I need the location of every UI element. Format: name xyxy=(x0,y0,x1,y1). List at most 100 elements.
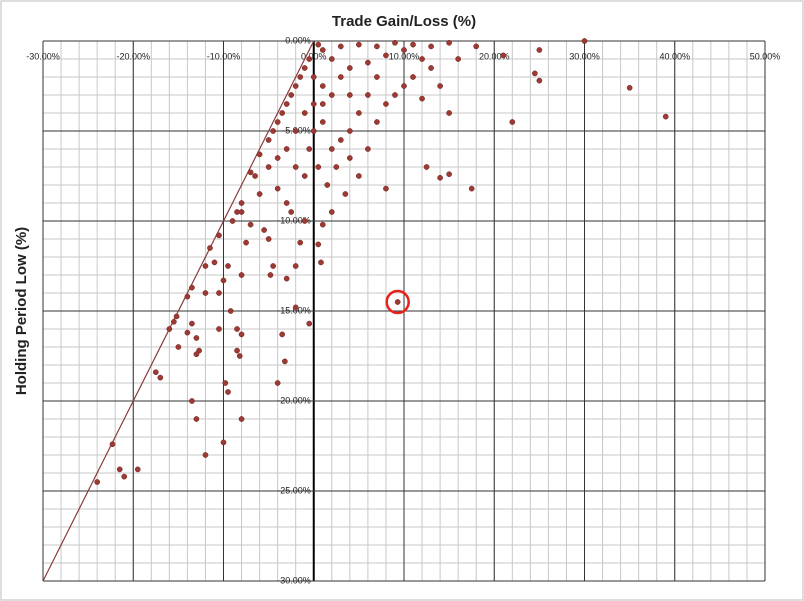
point xyxy=(446,110,452,116)
point xyxy=(193,335,200,341)
y-tick-label: -25.00% xyxy=(277,485,311,495)
point xyxy=(306,56,313,62)
point xyxy=(428,43,434,50)
point xyxy=(283,200,290,206)
x-tick-label: 0.00% xyxy=(301,51,327,61)
point xyxy=(319,47,326,53)
x-tick-label: 40.00% xyxy=(659,51,690,61)
point xyxy=(401,83,407,89)
point xyxy=(238,209,245,215)
point xyxy=(337,137,344,143)
point xyxy=(347,92,353,98)
point xyxy=(333,164,340,170)
point xyxy=(342,191,349,197)
x-tick-label: 20.00% xyxy=(479,51,510,61)
point xyxy=(166,326,173,332)
point xyxy=(220,439,227,446)
point xyxy=(283,275,290,282)
point xyxy=(374,74,380,80)
point xyxy=(500,52,507,59)
x-tick-label: 30.00% xyxy=(569,51,600,61)
point xyxy=(109,441,116,448)
y-tick-label: -30.00% xyxy=(277,575,311,585)
point xyxy=(383,52,389,59)
point xyxy=(383,101,389,107)
point xyxy=(662,113,669,120)
point xyxy=(270,263,276,269)
point xyxy=(288,92,295,98)
point xyxy=(297,74,304,80)
point xyxy=(265,164,272,170)
point xyxy=(365,146,371,152)
point xyxy=(337,74,344,80)
point xyxy=(446,39,452,46)
point xyxy=(225,389,231,395)
point xyxy=(216,290,222,296)
point xyxy=(306,320,313,327)
point xyxy=(410,74,416,80)
point xyxy=(274,119,281,125)
point xyxy=(282,358,288,365)
point xyxy=(315,241,322,248)
point xyxy=(274,380,281,386)
point xyxy=(301,173,308,179)
point xyxy=(419,95,425,102)
point xyxy=(319,83,326,89)
point xyxy=(437,174,443,181)
point xyxy=(184,293,191,300)
point xyxy=(184,329,191,336)
point xyxy=(247,221,254,228)
point xyxy=(261,227,267,233)
reference-line xyxy=(42,40,315,582)
point xyxy=(356,41,362,48)
point xyxy=(318,259,324,266)
point xyxy=(337,43,344,50)
point xyxy=(189,320,195,327)
point xyxy=(394,299,401,305)
point xyxy=(328,92,335,98)
point xyxy=(189,398,195,404)
point xyxy=(202,290,209,296)
point xyxy=(374,119,380,125)
point xyxy=(238,331,245,338)
point xyxy=(319,119,326,125)
point xyxy=(419,56,425,62)
point xyxy=(310,74,317,80)
point xyxy=(256,191,263,197)
point xyxy=(243,239,249,246)
point xyxy=(238,272,245,278)
point xyxy=(347,128,353,134)
point xyxy=(347,155,353,161)
point xyxy=(626,84,633,91)
point xyxy=(265,137,272,143)
point xyxy=(283,146,290,152)
point xyxy=(292,128,299,134)
point xyxy=(292,263,299,269)
point xyxy=(423,164,430,170)
point xyxy=(288,209,295,215)
x-tick-label: -10.00% xyxy=(207,51,241,61)
point xyxy=(171,318,177,325)
point xyxy=(401,47,407,53)
point xyxy=(202,263,209,269)
point xyxy=(356,110,362,116)
point xyxy=(234,326,240,332)
point xyxy=(315,41,322,48)
point xyxy=(292,83,299,89)
point xyxy=(274,155,281,161)
point xyxy=(236,353,243,359)
point xyxy=(446,171,452,178)
point xyxy=(222,380,229,386)
point xyxy=(157,374,164,381)
point xyxy=(297,239,304,246)
y-tick-label: 0.00% xyxy=(285,35,311,45)
point xyxy=(392,92,398,98)
point xyxy=(428,65,434,71)
point xyxy=(437,83,443,89)
x-tick-label: 50.00% xyxy=(750,51,781,61)
point xyxy=(225,263,231,269)
point xyxy=(252,173,258,179)
point xyxy=(509,119,516,125)
point xyxy=(374,43,380,50)
